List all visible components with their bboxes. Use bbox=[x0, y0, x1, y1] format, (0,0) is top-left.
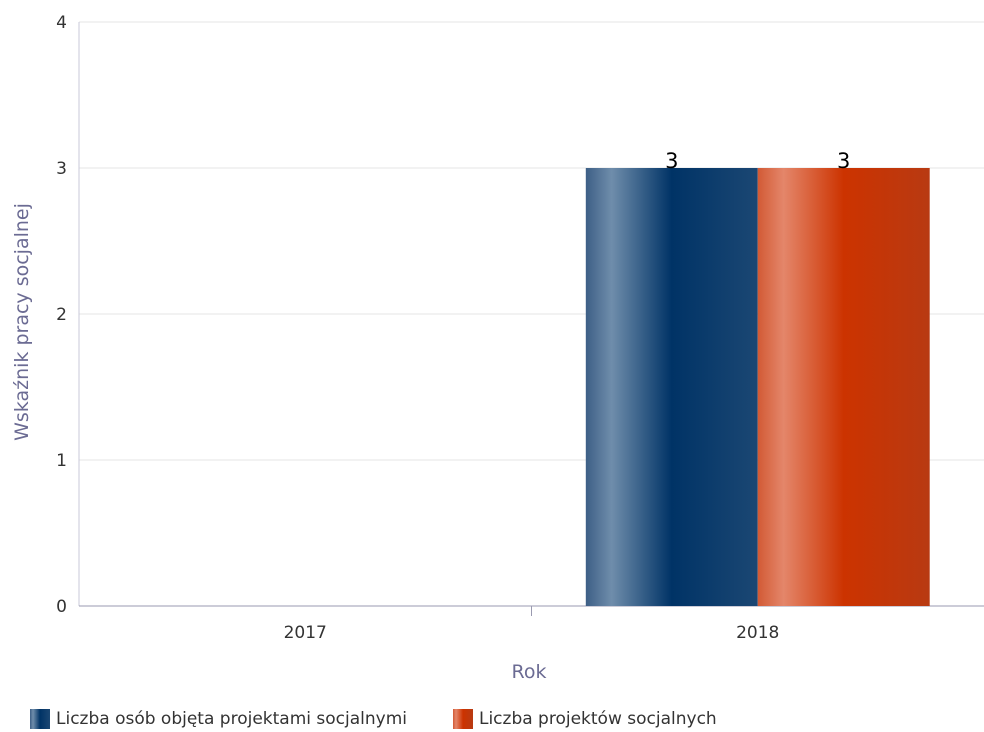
legend-label-persons: Liczba osób objęta projektami socjalnymi bbox=[56, 709, 407, 729]
data-label-2018-series-0: 3 bbox=[665, 149, 678, 173]
legend: Liczba osób objęta projektami socjalnymi… bbox=[30, 706, 763, 732]
legend-swatch-projects bbox=[452, 709, 473, 729]
legend-item-projects[interactable]: Liczba projektów socjalnych bbox=[452, 709, 717, 729]
legend-label-projects: Liczba projektów socjalnych bbox=[478, 709, 717, 729]
data-label-2018-series-1: 3 bbox=[837, 149, 850, 173]
y-tick-label-1: 1 bbox=[56, 451, 67, 471]
y-tick-label-0: 0 bbox=[56, 597, 67, 617]
bar-2018-series-1[interactable] bbox=[757, 168, 930, 606]
y-tick-label-4: 4 bbox=[56, 13, 67, 33]
y-axis-title: Wskaźnik pracy socjalnej bbox=[11, 203, 33, 441]
bar-2018-series-0[interactable] bbox=[585, 168, 758, 606]
x-axis-title: Rok bbox=[512, 661, 547, 683]
legend-swatch-persons bbox=[30, 709, 50, 729]
y-tick-label-2: 2 bbox=[56, 305, 67, 325]
y-tick-label-3: 3 bbox=[56, 159, 67, 179]
legend-item-persons[interactable]: Liczba osób objęta projektami socjalnymi bbox=[30, 709, 407, 729]
x-tick-label-2017: 2017 bbox=[284, 623, 327, 643]
x-tick-label-2018: 2018 bbox=[736, 623, 779, 643]
bar-chart: 0 1 2 3 4 2017 2018 3 3 Wskaźnik pracy socjalnej… bbox=[11, 13, 984, 683]
